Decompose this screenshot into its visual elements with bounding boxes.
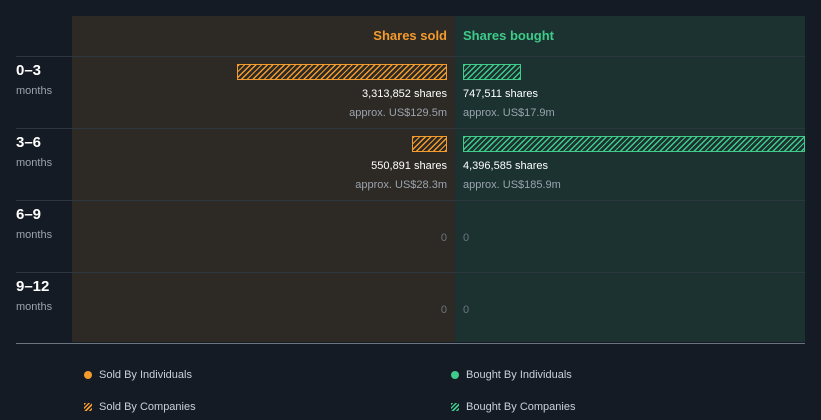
legend-label: Bought By Companies <box>466 401 576 413</box>
bought-bar-3-6 <box>463 136 805 152</box>
period-unit: months <box>16 85 53 97</box>
row-divider <box>16 200 805 201</box>
period-unit: months <box>16 157 53 169</box>
period-range: 6–9 <box>16 206 42 223</box>
bought-shares-label: 747,511 shares <box>463 88 539 100</box>
sold-bar-3-6 <box>412 136 447 152</box>
row-label-9-12: 9–12 months <box>16 278 52 313</box>
sold-approx-label: approx. US$28.3m <box>355 179 447 191</box>
hatch-icon <box>84 403 92 411</box>
bought-approx-label: approx. US$17.9m <box>463 107 555 119</box>
shares-sold-header: Shares sold <box>373 28 447 43</box>
row-divider <box>16 128 805 129</box>
legend-bought-companies[interactable]: Bought By Companies <box>451 401 575 413</box>
sold-bar-0-3 <box>237 64 447 80</box>
period-unit: months <box>16 229 53 241</box>
legend-label: Bought By Individuals <box>466 369 572 381</box>
row-divider <box>16 272 805 273</box>
row-divider <box>16 56 805 57</box>
bought-bar-0-3 <box>463 64 522 80</box>
hatch-icon <box>451 403 459 411</box>
bought-shares-label: 4,396,585 shares <box>463 160 549 172</box>
period-range: 0–3 <box>16 62 42 79</box>
bought-zero-label: 0 <box>463 304 470 316</box>
row-label-0-3: 0–3 months <box>16 62 52 97</box>
row-label-6-9: 6–9 months <box>16 206 52 241</box>
dot-icon <box>451 371 459 379</box>
sold-zero-label: 0 <box>440 232 447 244</box>
period-unit: months <box>16 301 53 313</box>
sold-zero-label: 0 <box>440 304 447 316</box>
chart-baseline <box>16 343 805 344</box>
bought-approx-label: approx. US$185.9m <box>463 179 561 191</box>
sold-shares-label: 550,891 shares <box>371 160 447 172</box>
row-label-3-6: 3–6 months <box>16 134 52 169</box>
legend-bought-individuals[interactable]: Bought By Individuals <box>451 369 572 381</box>
sold-approx-label: approx. US$129.5m <box>349 107 447 119</box>
legend-label: Sold By Companies <box>99 401 196 413</box>
legend-sold-individuals[interactable]: Sold By Individuals <box>84 369 192 381</box>
shares-bought-header: Shares bought <box>463 28 555 43</box>
period-range: 9–12 <box>16 278 50 295</box>
legend-label: Sold By Individuals <box>99 369 192 381</box>
dot-icon <box>84 371 92 379</box>
bought-zero-label: 0 <box>463 232 470 244</box>
period-range: 3–6 <box>16 134 42 151</box>
sold-shares-label: 3,313,852 shares <box>361 88 447 100</box>
legend-sold-companies[interactable]: Sold By Companies <box>84 401 196 413</box>
